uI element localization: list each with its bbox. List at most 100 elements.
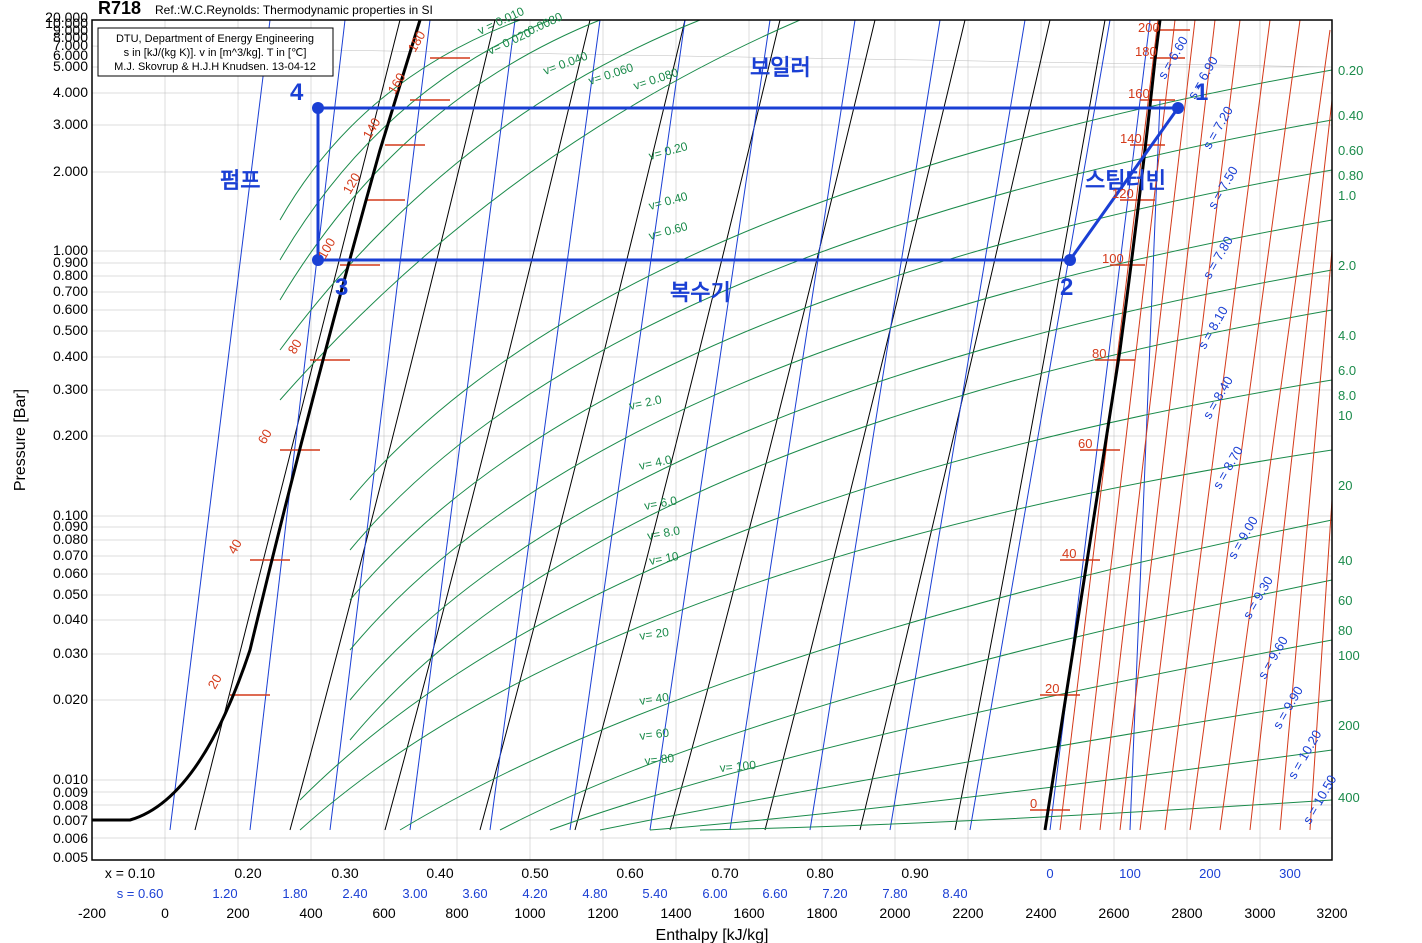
svg-text:2.40: 2.40 bbox=[342, 886, 367, 901]
svg-text:0.300: 0.300 bbox=[53, 381, 88, 397]
pump-label: 펌프 bbox=[220, 168, 260, 193]
cycle-point-3-label: 3 bbox=[335, 274, 348, 301]
svg-text:0.006: 0.006 bbox=[53, 830, 88, 846]
svg-text:180: 180 bbox=[1135, 44, 1157, 59]
svg-text:2600: 2600 bbox=[1098, 905, 1129, 921]
svg-text:20: 20 bbox=[1045, 681, 1059, 696]
svg-text:0.40: 0.40 bbox=[426, 865, 453, 881]
svg-text:2000: 2000 bbox=[879, 905, 910, 921]
svg-text:400: 400 bbox=[1338, 790, 1360, 805]
svg-text:300: 300 bbox=[1279, 866, 1301, 881]
svg-text:160: 160 bbox=[1128, 86, 1150, 101]
svg-text:1000: 1000 bbox=[514, 905, 545, 921]
svg-text:100: 100 bbox=[1338, 648, 1360, 663]
svg-text:0.700: 0.700 bbox=[53, 283, 88, 299]
entropy-labels-bottom: s = 0.60 1.20 1.80 2.40 3.00 3.60 4.20 4… bbox=[117, 886, 968, 901]
svg-text:8.40: 8.40 bbox=[942, 886, 967, 901]
cycle-point-2-label: 2 bbox=[1060, 274, 1073, 301]
svg-text:120: 120 bbox=[1112, 186, 1134, 201]
svg-text:2200: 2200 bbox=[952, 905, 983, 921]
svg-text:8.0: 8.0 bbox=[1338, 388, 1356, 403]
svg-text:5.40: 5.40 bbox=[642, 886, 667, 901]
svg-text:0.020: 0.020 bbox=[53, 691, 88, 707]
svg-text:0.060: 0.060 bbox=[53, 565, 88, 581]
volume-right-labels: 0.20 0.40 0.60 0.80 1.0 2.0 4.0 6.0 8.0 … bbox=[1338, 63, 1363, 805]
svg-text:3.00: 3.00 bbox=[402, 886, 427, 901]
svg-text:0.90: 0.90 bbox=[901, 865, 928, 881]
svg-text:0.20: 0.20 bbox=[234, 865, 261, 881]
chart-title: R718 bbox=[98, 0, 141, 18]
svg-text:40: 40 bbox=[1062, 546, 1076, 561]
svg-text:4.0: 4.0 bbox=[1338, 328, 1356, 343]
svg-text:1600: 1600 bbox=[733, 905, 764, 921]
svg-text:0.007: 0.007 bbox=[53, 812, 88, 828]
svg-text:0.005: 0.005 bbox=[53, 849, 88, 865]
svg-text:1.80: 1.80 bbox=[282, 886, 307, 901]
quality-labels: x = 0.10 0.20 0.30 0.40 0.50 0.60 0.70 0… bbox=[105, 865, 929, 881]
svg-text:0.50: 0.50 bbox=[521, 865, 548, 881]
chart-subtitle: Ref.:W.C.Reynolds: Thermodynamic propert… bbox=[155, 3, 433, 17]
svg-text:3200: 3200 bbox=[1316, 905, 1347, 921]
svg-text:0: 0 bbox=[1046, 866, 1053, 881]
svg-text:0.200: 0.200 bbox=[53, 427, 88, 443]
cycle-point-4-label: 4 bbox=[290, 79, 304, 106]
svg-text:80: 80 bbox=[1092, 346, 1106, 361]
svg-text:0.070: 0.070 bbox=[53, 547, 88, 563]
svg-text:0.60: 0.60 bbox=[1338, 143, 1363, 158]
svg-text:0.030: 0.030 bbox=[53, 645, 88, 661]
svg-text:7.20: 7.20 bbox=[822, 886, 847, 901]
svg-text:40: 40 bbox=[1338, 553, 1352, 568]
svg-text:s = 0.60: s = 0.60 bbox=[117, 886, 164, 901]
svg-text:6.0: 6.0 bbox=[1338, 363, 1356, 378]
svg-text:140: 140 bbox=[1120, 131, 1142, 146]
svg-text:1800: 1800 bbox=[806, 905, 837, 921]
svg-text:7.80: 7.80 bbox=[882, 886, 907, 901]
info-line1: DTU, Department of Energy Engineering bbox=[116, 33, 314, 45]
svg-text:600: 600 bbox=[372, 905, 396, 921]
svg-text:0.050: 0.050 bbox=[53, 586, 88, 602]
svg-text:4.20: 4.20 bbox=[522, 886, 547, 901]
svg-text:0.30: 0.30 bbox=[331, 865, 358, 881]
svg-text:-200: -200 bbox=[78, 905, 106, 921]
svg-text:2.0: 2.0 bbox=[1338, 258, 1356, 273]
svg-text:0.20: 0.20 bbox=[1338, 63, 1363, 78]
svg-text:1.20: 1.20 bbox=[212, 886, 237, 901]
svg-text:0: 0 bbox=[161, 905, 169, 921]
svg-text:4.000: 4.000 bbox=[53, 84, 88, 100]
far-right-temp-labels: 0 100 200 300 bbox=[1046, 866, 1300, 881]
y-axis-ticks: 0.005 0.006 0.007 0.008 0.009 0.010 0.02… bbox=[45, 9, 88, 865]
svg-text:3000: 3000 bbox=[1244, 905, 1275, 921]
boiler-label: 보일러 bbox=[750, 55, 811, 80]
svg-text:0.040: 0.040 bbox=[53, 611, 88, 627]
svg-text:10: 10 bbox=[1338, 408, 1352, 423]
svg-text:0.70: 0.70 bbox=[711, 865, 738, 881]
x-axis-label: Enthalpy [kJ/kg] bbox=[656, 927, 769, 943]
svg-text:x = 0.10: x = 0.10 bbox=[105, 865, 155, 881]
svg-text:4.80: 4.80 bbox=[582, 886, 607, 901]
svg-text:800: 800 bbox=[445, 905, 469, 921]
svg-text:0.500: 0.500 bbox=[53, 322, 88, 338]
svg-text:0.400: 0.400 bbox=[53, 348, 88, 364]
svg-text:200: 200 bbox=[1138, 20, 1160, 35]
svg-text:0.600: 0.600 bbox=[53, 301, 88, 317]
condenser-label: 복수기 bbox=[670, 280, 731, 305]
svg-text:0.100: 0.100 bbox=[53, 507, 88, 523]
svg-text:20: 20 bbox=[1338, 478, 1352, 493]
y-axis-label: Pressure [Bar] bbox=[12, 389, 29, 491]
svg-text:0.010: 0.010 bbox=[53, 771, 88, 787]
svg-text:1200: 1200 bbox=[587, 905, 618, 921]
svg-text:80: 80 bbox=[1338, 623, 1352, 638]
ph-diagram-chart: 1 2 3 4 보일러 스팀터빈 복수기 펌프 0.005 0.006 0.00… bbox=[0, 0, 1422, 943]
svg-text:6.00: 6.00 bbox=[702, 886, 727, 901]
svg-text:2400: 2400 bbox=[1025, 905, 1056, 921]
svg-text:400: 400 bbox=[299, 905, 323, 921]
svg-text:100: 100 bbox=[1102, 251, 1124, 266]
svg-text:0.80: 0.80 bbox=[1338, 168, 1363, 183]
svg-text:60: 60 bbox=[1078, 436, 1092, 451]
svg-text:2800: 2800 bbox=[1171, 905, 1202, 921]
svg-text:6.60: 6.60 bbox=[762, 886, 787, 901]
svg-text:3.000: 3.000 bbox=[53, 116, 88, 132]
svg-text:1.000: 1.000 bbox=[53, 242, 88, 258]
svg-text:200: 200 bbox=[1338, 718, 1360, 733]
x-axis-ticks: -200 0 200 400 600 800 1000 1200 1400 16… bbox=[78, 905, 1348, 921]
